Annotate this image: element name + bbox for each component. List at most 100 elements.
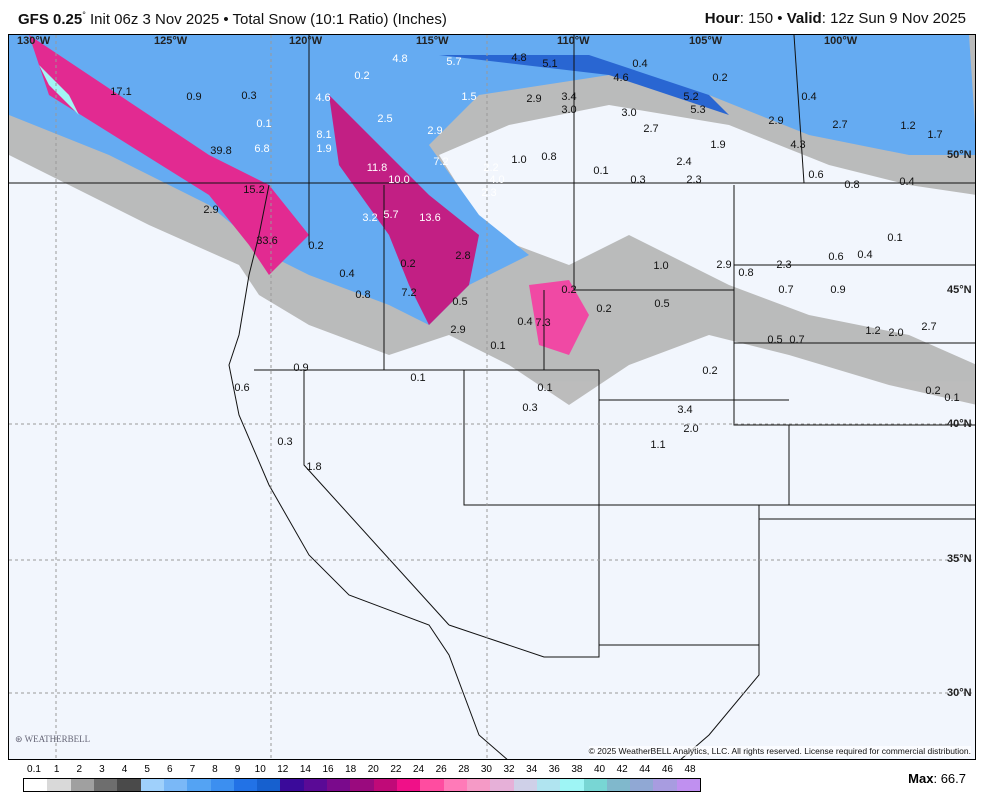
snow-total-label: 0.3: [522, 402, 538, 414]
snow-total-label: 0.5: [767, 334, 783, 346]
snow-total-label: 2.8: [455, 250, 471, 262]
snow-total-label: 0.7: [778, 284, 794, 296]
snow-total-label: 2.9: [716, 259, 732, 271]
legend-tick: 38: [571, 764, 583, 775]
snow-total-label: 4.0: [489, 174, 505, 186]
legend-tick: 30: [480, 764, 492, 775]
snow-total-label: 4.8: [392, 53, 408, 65]
latitude-label: 40°N: [947, 418, 972, 430]
snow-total-label: 2.3: [686, 174, 702, 186]
snow-total-label: 2.9: [427, 125, 443, 137]
legend-swatch: [140, 779, 164, 791]
legend-swatch: [583, 779, 607, 791]
snow-total-label: 2.9: [203, 204, 219, 216]
snow-total-label: 4.6: [315, 92, 331, 104]
legend-swatch: [466, 779, 491, 791]
snow-total-label: 0.3: [630, 174, 646, 186]
legend-swatch: [257, 779, 281, 791]
latitude-label: 35°N: [947, 553, 972, 565]
legend-swatch: [536, 779, 561, 791]
legend-tick: 44: [639, 764, 651, 775]
color-legend: [23, 778, 701, 792]
snow-total-label: 17.1: [110, 86, 132, 98]
snow-total-label: 15.2: [243, 184, 265, 196]
snow-total-label: 2.3: [481, 187, 497, 199]
snow-total-label: 2.0: [888, 327, 904, 339]
legend-tick: 10: [254, 764, 266, 775]
snow-total-label: 0.6: [828, 251, 844, 263]
legend-swatch: [560, 779, 584, 791]
legend-swatch: [93, 779, 118, 791]
snow-total-label: 7.3: [535, 317, 551, 329]
longitude-label: 120°W: [289, 35, 323, 47]
legend-swatch: [606, 779, 631, 791]
snow-total-label: 6.8: [254, 143, 270, 155]
snow-total-label: 0.8: [844, 179, 860, 191]
snow-total-label: 0.7: [789, 334, 805, 346]
snow-total-label: 0.4: [339, 268, 355, 280]
longitude-label: 105°W: [689, 35, 723, 47]
snow-total-label: 3.4: [561, 91, 577, 103]
snow-total-label: 0.3: [241, 90, 257, 102]
weatherbell-logo: ⊛ WEATHERBELL: [15, 734, 91, 744]
latitude-label: 50°N: [947, 149, 972, 161]
snow-total-label: 2.2: [483, 162, 499, 174]
legend-swatch: [303, 779, 328, 791]
snow-total-label: 2.7: [921, 321, 937, 333]
snow-total-label: 2.0: [683, 423, 699, 435]
snow-total-label: 0.1: [887, 232, 903, 244]
legend-swatch: [676, 779, 701, 791]
snow-total-label: 0.6: [234, 382, 250, 394]
snow-total-label: 10.0: [388, 174, 410, 186]
snow-total-label: 1.5: [461, 91, 477, 103]
snowfall-map: 130°W 125°W 120°W 115°W 110°W 105°W 100°W 50°N 4…: [8, 34, 976, 760]
longitude-label: 130°W: [17, 35, 51, 47]
legend-ticks: 0.1 1 2 3 4 5 6 7 8 9 10 12 14 16 18 20 22 24 26 28 30 32 34 36…: [23, 764, 701, 776]
snow-total-label: 3.2: [362, 212, 378, 224]
legend-swatch: [24, 779, 48, 791]
snow-total-label: 1.8: [306, 461, 322, 473]
snow-total-label: 0.9: [830, 284, 846, 296]
snow-total-label: 0.1: [593, 165, 609, 177]
snow-total-label: 0.1: [537, 382, 553, 394]
legend-tick: 18: [345, 764, 357, 775]
snow-total-label: 1.0: [653, 260, 669, 272]
snow-total-label: 0.2: [308, 240, 324, 252]
snow-total-label: 0.1: [490, 340, 506, 352]
snow-total-label: 0.9: [186, 91, 202, 103]
snow-total-label: 11.8: [366, 162, 388, 174]
longitude-label: 115°W: [416, 35, 449, 47]
snow-total-label: 5.3: [690, 104, 706, 116]
longitude-label: 100°W: [824, 35, 858, 47]
snow-total-label: 0.5: [452, 296, 468, 308]
snow-total-label: 0.1: [410, 372, 426, 384]
snow-total-label: 5.2: [683, 91, 699, 103]
snow-total-label: 2.9: [526, 93, 542, 105]
legend-swatch: [187, 779, 211, 791]
snow-total-label: 5.7: [383, 209, 399, 221]
snow-total-label: 0.6: [808, 169, 824, 181]
snow-total-label: 0.8: [738, 267, 754, 279]
legend-tick: 5: [144, 764, 150, 775]
legend-tick: 14: [299, 764, 311, 775]
snow-total-label: 1.9: [316, 143, 332, 155]
latitude-label: 30°N: [947, 687, 972, 699]
legend-tick: 34: [526, 764, 538, 775]
legend-tick: 7: [189, 764, 196, 775]
snow-total-label: 0.5: [654, 298, 670, 310]
legend-swatch: [653, 779, 677, 791]
snow-total-label: 0.8: [541, 151, 557, 163]
copyright: © 2025 WeatherBELL Analytics, LLC. All r…: [588, 746, 971, 756]
snow-total-label: 0.2: [561, 284, 577, 296]
legend-tick: 0.1: [27, 764, 41, 775]
snow-total-label: 0.2: [354, 70, 370, 82]
snow-total-label: 0.2: [925, 385, 941, 397]
legend-tick: 1: [53, 764, 60, 775]
valid-time: Hour: 150 • Valid: 12z Sun 9 Nov 2025: [704, 10, 966, 27]
snow-total-label: 2.9: [768, 115, 784, 127]
snow-total-label: 1.1: [650, 439, 666, 451]
snow-total-label: 33.6: [256, 235, 278, 247]
snow-total-label: 8.1: [316, 129, 332, 141]
legend-swatch: [70, 779, 94, 791]
longitude-label: 110°W: [557, 35, 590, 47]
